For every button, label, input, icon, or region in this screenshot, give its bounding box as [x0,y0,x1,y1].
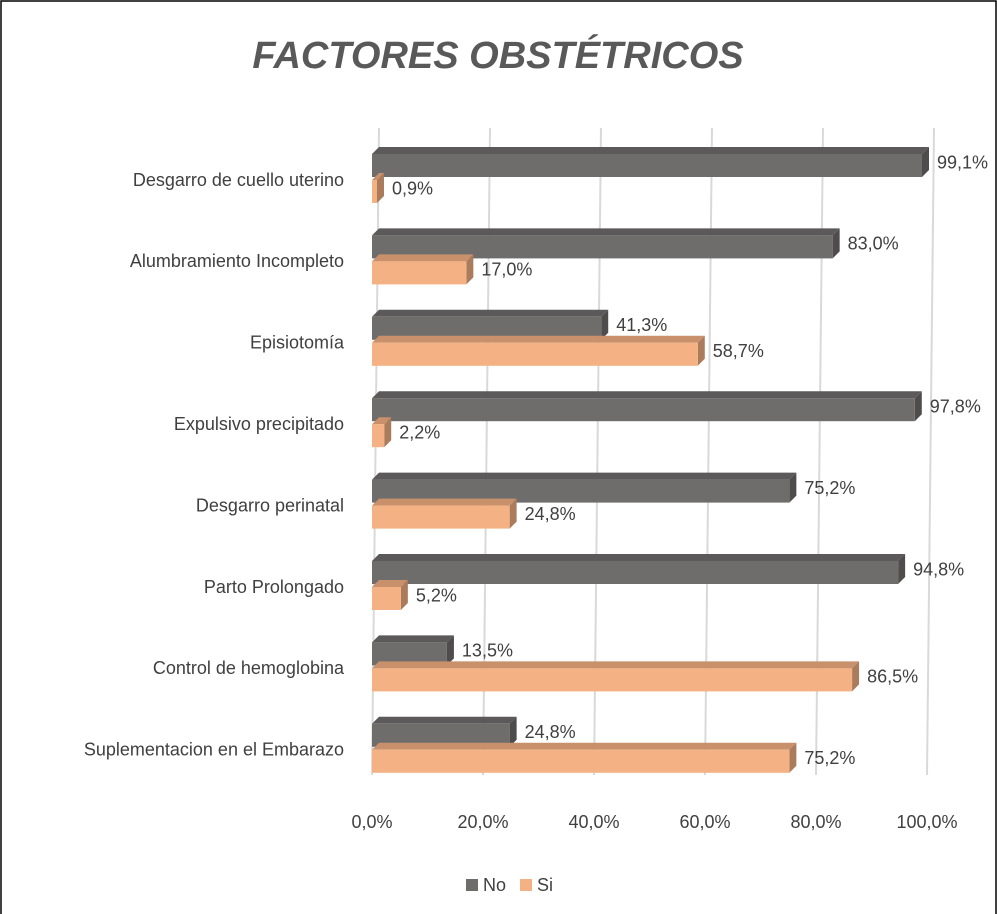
bar-top [372,661,860,669]
bar-top [372,309,609,317]
bar-side [376,173,384,203]
legend-swatch [466,879,478,891]
value-label: 86,5% [867,667,918,687]
value-label: 13,5% [462,641,513,661]
bar-side [400,580,408,610]
bar-side [852,661,860,692]
bar [372,261,467,285]
value-label: 24,8% [525,504,576,524]
bar-top [372,498,517,506]
bar [372,479,790,503]
value-label: 41,3% [616,315,667,335]
bar-side [509,716,517,747]
bar [372,642,447,666]
value-label: 99,1% [937,152,988,172]
bar-side [466,254,474,285]
bar-top [372,147,930,154]
y-tick-label: Suplementacion en el Embarazo [84,740,344,760]
y-tick-label: Desgarro de cuello uterino [133,170,344,190]
bar [372,505,510,529]
legend-swatch [520,879,533,891]
value-label: 24,8% [525,722,576,742]
value-label: 17,0% [481,260,532,280]
bar-top [372,716,517,724]
bar [372,180,377,203]
y-tick-label: Episiotomía [250,333,345,353]
value-label: 5,2% [416,585,457,605]
x-tick-label: 80,0% [790,812,841,832]
bar-top [372,635,454,643]
bar-side [898,554,906,584]
bar-side [922,147,930,177]
bar-side [832,228,840,259]
bar-side [446,635,454,666]
bar-top [372,391,922,399]
bar-top [372,554,906,561]
bar-side [789,472,797,503]
bar-top [372,742,797,750]
x-tick-label: 100,0% [896,812,957,832]
bar-top [372,173,384,180]
bar [372,668,853,692]
legend-label: Si [537,875,553,895]
bar-top [372,472,797,480]
bar [372,587,401,610]
legend-label: No [483,875,506,895]
x-tick-label: 20,0% [457,812,508,832]
bar-top [372,580,408,587]
value-label: 97,8% [930,396,981,416]
bar [372,561,899,584]
value-label: 75,2% [804,748,855,768]
bar [372,749,790,773]
value-label: 83,0% [848,234,899,254]
bar-top [372,254,474,262]
bar-side [509,498,517,529]
bar-top [372,417,392,425]
bar [372,398,915,422]
chart-title: FACTORES OBSTÉTRICOS [252,33,743,77]
bar-side [789,742,797,773]
bar [372,723,510,747]
y-tick-label: Expulsivo precipitado [174,414,344,434]
value-label: 94,8% [913,559,964,579]
x-tick-label: 0,0% [351,812,392,832]
bar-side [697,335,705,366]
bar-top [372,335,705,343]
bar-top [372,228,840,236]
x-tick-label: 40,0% [568,812,619,832]
value-label: 75,2% [804,478,855,498]
value-label: 0,9% [392,178,433,198]
bar [372,316,602,340]
x-tick-label: 60,0% [679,812,730,832]
value-label: 58,7% [713,341,764,361]
y-tick-label: Alumbramiento Incompleto [130,251,344,271]
y-tick-label: Desgarro perinatal [196,495,344,515]
y-tick-label: Parto Prolongado [204,577,344,597]
bar [372,154,923,177]
bar-side [914,391,922,422]
y-tick-label: Control de hemoglobina [153,658,345,678]
value-label: 2,2% [399,422,440,442]
grid-line [926,127,935,776]
bar [372,342,698,366]
bar-side [601,309,609,340]
bar-side [384,417,392,448]
bar [372,235,833,259]
bar [372,424,385,448]
